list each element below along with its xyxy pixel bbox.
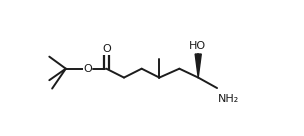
Text: HO: HO xyxy=(189,41,206,51)
Text: NH₂: NH₂ xyxy=(218,94,240,104)
Text: O: O xyxy=(102,44,111,54)
Text: O: O xyxy=(83,64,92,74)
Polygon shape xyxy=(195,54,201,78)
